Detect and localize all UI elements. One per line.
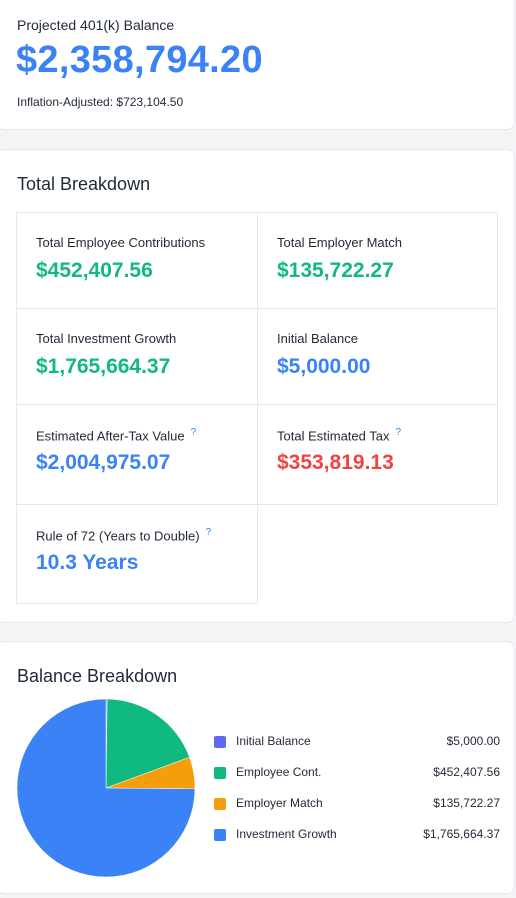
projected-balance-label: Projected 401(k) Balance: [17, 17, 175, 33]
balance-breakdown-title: Balance Breakdown: [17, 666, 178, 686]
stat-estimated-tax: Total Estimated Tax? $353,819.13: [257, 404, 498, 505]
stat-initial-balance: Initial Balance $5,000.00: [257, 308, 498, 405]
total-breakdown-title: Total Breakdown: [17, 174, 151, 194]
legend-value: $135,722.27: [433, 796, 500, 810]
stat-label: Total Employee Contributions: [36, 235, 206, 250]
legend-swatch: [214, 829, 226, 841]
stat-value: $5,000.00: [277, 355, 371, 378]
legend-label: Employee Cont.: [236, 765, 322, 779]
stat-rule-of-72: Rule of 72 (Years to Double)? 10.3 Years: [16, 504, 258, 604]
pie-slice-investment-growth[interactable]: [16, 698, 196, 878]
projected-balance-value: $2,358,794.20: [16, 39, 263, 81]
projected-balance-card: Projected 401(k) Balance $2,358,794.20 I…: [0, 0, 515, 130]
stat-value: $2,004,975.07: [36, 451, 171, 474]
stat-label: Total Investment Growth: [36, 331, 177, 346]
legend-value: $5,000.00: [446, 734, 500, 748]
total-breakdown-card: Total Breakdown Total Employee Contribut…: [0, 149, 515, 623]
help-tooltip-icon[interactable]: ?: [395, 427, 402, 438]
legend-label: Initial Balance: [236, 734, 311, 748]
legend-label: Employer Match: [236, 796, 323, 810]
legend-swatch: [214, 798, 226, 810]
stat-employee-contributions: Total Employee Contributions $452,407.56: [16, 212, 258, 309]
legend-value: $452,407.56: [433, 765, 500, 779]
stat-value: $1,765,664.37: [36, 355, 171, 378]
legend-label: Investment Growth: [236, 827, 337, 841]
balance-pie-chart: [16, 698, 196, 878]
stat-value: $135,722.27: [277, 259, 394, 282]
balance-breakdown-card: Balance Breakdown Initial Balance $5,000…: [0, 641, 515, 894]
legend-value: $1,765,664.37: [423, 827, 500, 841]
stat-after-tax-value: Estimated After-Tax Value? $2,004,975.07: [16, 404, 258, 505]
stat-value: 10.3 Years: [36, 551, 139, 574]
legend-swatch: [214, 736, 226, 748]
stat-value: $353,819.13: [277, 451, 394, 474]
legend-item-investment-growth[interactable]: Investment Growth $1,765,664.37: [214, 827, 500, 858]
stat-label: Initial Balance: [277, 331, 358, 346]
breakdown-grid: Total Employee Contributions $452,407.56…: [16, 212, 498, 604]
stat-label: Total Estimated Tax: [277, 428, 390, 444]
legend-item-initial-balance[interactable]: Initial Balance $5,000.00: [214, 734, 500, 765]
legend-swatch: [214, 767, 226, 779]
stat-label: Estimated After-Tax Value: [36, 428, 185, 444]
stat-employer-match: Total Employer Match $135,722.27: [257, 212, 498, 309]
stat-value: $452,407.56: [36, 259, 153, 282]
stat-investment-growth: Total Investment Growth $1,765,664.37: [16, 308, 258, 405]
pie-slice-employee-cont[interactable]: [105, 698, 190, 789]
stat-label: Rule of 72 (Years to Double): [36, 528, 200, 544]
help-tooltip-icon[interactable]: ?: [205, 527, 212, 538]
inflation-adjusted-value: Inflation-Adjusted: $723,104.50: [17, 95, 184, 109]
legend-item-employer-match[interactable]: Employer Match $135,722.27: [214, 796, 500, 827]
pie-legend: Initial Balance $5,000.00 Employee Cont.…: [214, 734, 500, 858]
stat-label: Total Employer Match: [277, 235, 402, 250]
legend-item-employee-cont[interactable]: Employee Cont. $452,407.56: [214, 765, 500, 796]
help-tooltip-icon[interactable]: ?: [190, 427, 197, 438]
